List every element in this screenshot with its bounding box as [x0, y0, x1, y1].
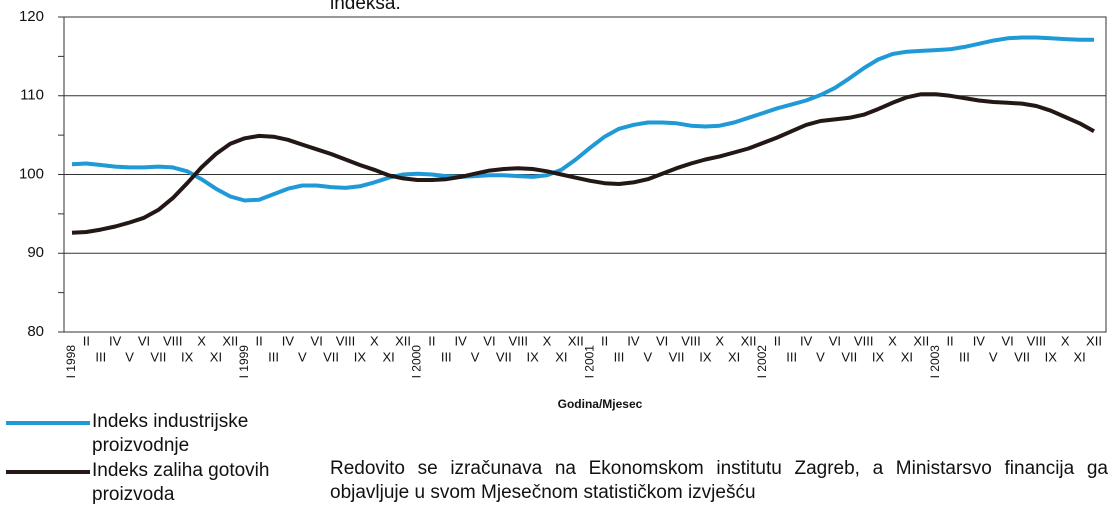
legend-item: Indeks zaliha gotovih proizvoda — [0, 459, 302, 507]
x-tick-label: VII — [1014, 349, 1030, 364]
x-tick-label: III — [95, 349, 106, 364]
x-tick-label: IX — [181, 349, 194, 364]
x-tick-label: XII — [568, 333, 584, 348]
x-tick-label: VI — [1001, 333, 1013, 348]
x-tick-label: II — [946, 333, 953, 348]
x-tick-label: VI — [656, 333, 668, 348]
x-tick-label: I 1998 — [64, 345, 78, 379]
x-tick-label: XI — [555, 349, 567, 364]
x-tick-label: IV — [973, 333, 986, 348]
x-tick-label: XI — [901, 349, 913, 364]
x-tick-label: VII — [496, 349, 512, 364]
x-tick-label: II — [601, 333, 608, 348]
x-tick-label: VIII — [681, 333, 701, 348]
x-tick-label: XI — [210, 349, 222, 364]
x-tick-label: V — [816, 349, 825, 364]
x-tick-label: XII — [222, 333, 238, 348]
x-tick-label: V — [989, 349, 998, 364]
x-tick-label: VI — [311, 333, 323, 348]
x-tick-label: XII — [913, 333, 929, 348]
y-tick-label: 100 — [19, 165, 44, 182]
note: Redovito se izračunava na Ekonomskom ins… — [330, 458, 1108, 503]
x-tick-label: VIII — [336, 333, 356, 348]
x-tick-label: VIII — [508, 333, 528, 348]
x-tick-label: I 2001 — [582, 345, 596, 379]
series-line — [71, 35, 1094, 203]
x-tick-label: IX — [354, 349, 367, 364]
legend-label: Indeks industrijske proizvodnje — [92, 411, 249, 456]
y-tick-label: 90 — [27, 244, 44, 261]
x-tick-label: IV — [109, 333, 122, 348]
x-tick-label: IX — [526, 349, 539, 364]
x-tick-label: X — [543, 333, 552, 348]
legend-item: Indeks industrijske proizvodnje — [0, 410, 302, 458]
x-tick-label: I 2002 — [755, 345, 769, 379]
y-tick-label: 110 — [20, 87, 44, 104]
x-tick-label: VII — [150, 349, 166, 364]
x-tick-label: VI — [483, 333, 495, 348]
x-tick-label: XII — [741, 333, 757, 348]
x-tick-label: III — [959, 349, 970, 364]
x-tick-label: IV — [282, 333, 295, 348]
y-tick-label: 120 — [19, 8, 44, 25]
x-tick-label: IX — [872, 349, 885, 364]
x-axis-title: Godina/Mjesec — [558, 397, 643, 411]
x-tick-label: XII — [1086, 333, 1102, 348]
x-tick-label: II — [428, 333, 435, 348]
x-tick-label: III — [268, 349, 279, 364]
x-tick-label: X — [715, 333, 724, 348]
x-tick-label: II — [774, 333, 781, 348]
x-tick-label: X — [888, 333, 897, 348]
x-tick-label: VII — [323, 349, 339, 364]
x-tick-label: IX — [699, 349, 712, 364]
x-tick-label: III — [786, 349, 797, 364]
x-tick-label: V — [471, 349, 480, 364]
series-line — [71, 92, 1095, 235]
x-tick-label: XI — [1073, 349, 1085, 364]
x-tick-label: III — [614, 349, 625, 364]
legend-swatch — [6, 421, 90, 425]
x-tick-label: VI — [829, 333, 841, 348]
x-tick-label: VII — [841, 349, 857, 364]
x-tick-label: IV — [627, 333, 640, 348]
x-tick-label: X — [197, 333, 206, 348]
x-tick-label: I 2003 — [928, 345, 942, 379]
x-tick-label: VIII — [854, 333, 874, 348]
x-tick-label: II — [83, 333, 90, 348]
x-tick-label: I 2000 — [410, 345, 424, 379]
x-tick-label: V — [298, 349, 307, 364]
x-tick-label: VIII — [163, 333, 183, 348]
x-tick-label: III — [441, 349, 452, 364]
x-tick-label: IX — [1045, 349, 1058, 364]
x-tick-label: XI — [383, 349, 395, 364]
x-tick-label: I 1999 — [237, 345, 251, 379]
x-tick-label: V — [643, 349, 652, 364]
x-tick-label: X — [370, 333, 379, 348]
x-tick-label: X — [1061, 333, 1070, 348]
legend-swatch — [6, 470, 90, 474]
x-tick-label: II — [256, 333, 263, 348]
x-tick-label: VIII — [1027, 333, 1047, 348]
legend: Indeks industrijske proizvodnje Indeks za… — [0, 410, 320, 508]
x-tick-label: IV — [454, 333, 467, 348]
x-tick-label: IV — [800, 333, 813, 348]
legend-label: Indeks zaliha gotovih proizvoda — [92, 460, 270, 505]
chart-title: indeksa. — [330, 0, 401, 14]
x-tick-label: VII — [669, 349, 685, 364]
x-tick-label: XI — [728, 349, 740, 364]
x-tick-label: XII — [395, 333, 411, 348]
x-tick-label: VI — [138, 333, 150, 348]
y-tick-label: 80 — [27, 323, 44, 340]
x-tick-label: V — [125, 349, 134, 364]
